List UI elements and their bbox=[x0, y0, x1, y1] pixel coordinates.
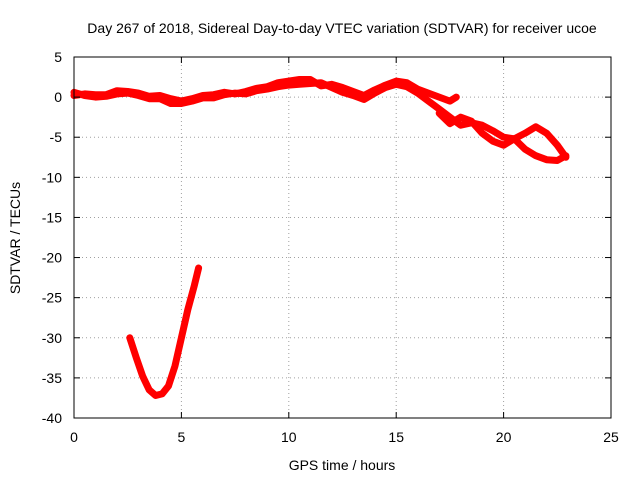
y-axis-label: SDTVAR / TECUs bbox=[7, 182, 23, 294]
y-tick-label: 5 bbox=[54, 49, 62, 65]
y-tick-label: -25 bbox=[42, 290, 62, 306]
x-tick-label: 0 bbox=[70, 429, 78, 445]
tick-labels: 0 5 10 15 20 25 5 0 -5 -10 -15 -20 -25 -30 -35 -40 bbox=[42, 49, 619, 445]
chart-title: Day 267 of 2018, Sidereal Day-to-day VTE… bbox=[87, 20, 597, 36]
x-axis-label: GPS time / hours bbox=[289, 457, 396, 473]
y-tick-label: -40 bbox=[42, 410, 62, 426]
y-tick-label: -10 bbox=[42, 169, 62, 185]
y-tick-label: -15 bbox=[42, 209, 62, 225]
series-segment bbox=[126, 264, 203, 399]
x-tick-label: 10 bbox=[281, 429, 297, 445]
y-tick-label: -35 bbox=[42, 370, 62, 386]
x-tick-label: 25 bbox=[603, 429, 619, 445]
y-tick-label: -20 bbox=[42, 250, 62, 266]
series-segment bbox=[70, 76, 460, 105]
y-tick-label: -5 bbox=[50, 129, 63, 145]
x-tick-label: 20 bbox=[496, 429, 512, 445]
y-tick-label: 0 bbox=[54, 89, 62, 105]
x-tick-label: 15 bbox=[388, 429, 404, 445]
axis-ticks bbox=[73, 56, 612, 419]
series-segment bbox=[435, 109, 570, 164]
y-tick-label: -30 bbox=[42, 330, 62, 346]
plot-frame bbox=[73, 56, 612, 419]
data-series bbox=[70, 76, 570, 399]
x-tick-label: 5 bbox=[178, 429, 186, 445]
grid-lines bbox=[74, 57, 611, 418]
